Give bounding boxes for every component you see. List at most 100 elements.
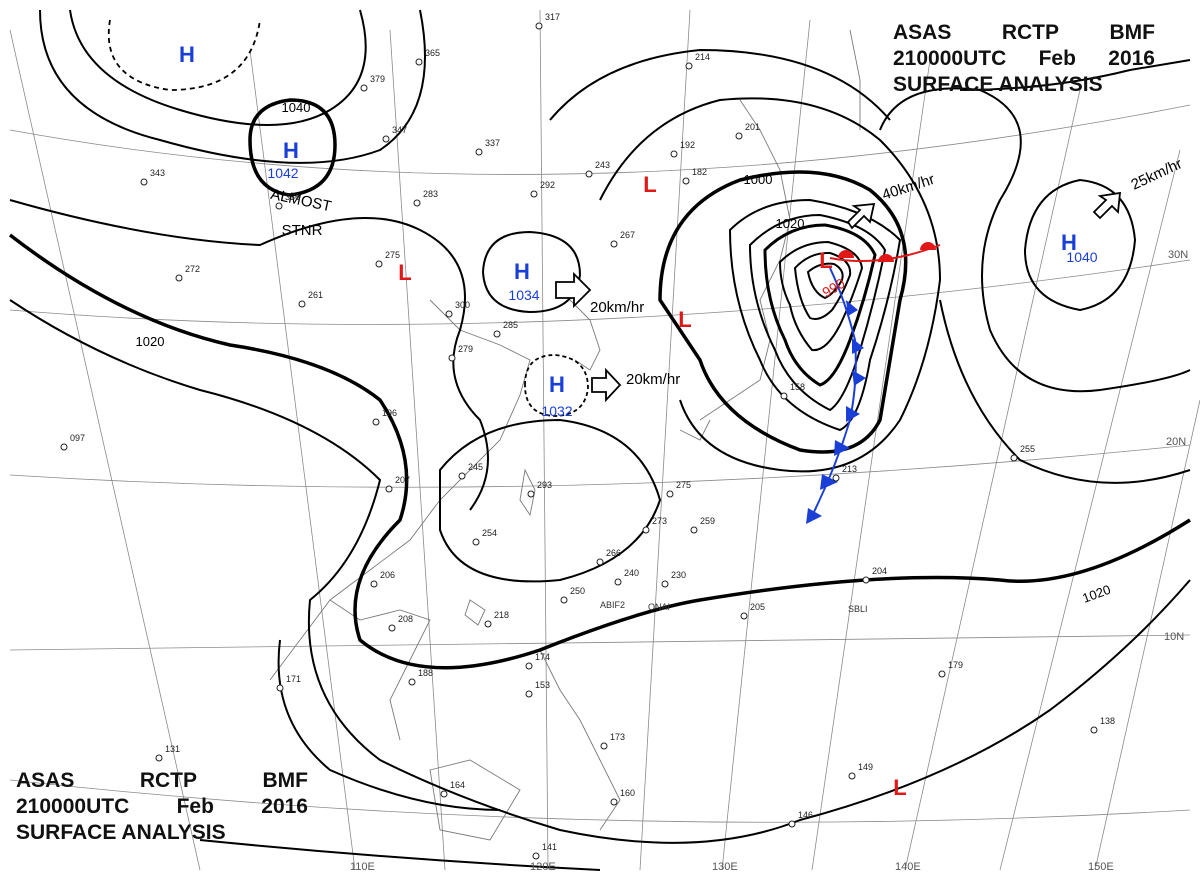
station-marker [832, 474, 840, 482]
header-year: 2016 [261, 795, 308, 818]
station-marker [535, 22, 543, 30]
cold-front-barb [834, 440, 850, 456]
header-station: RCTP [139, 769, 198, 792]
station-marker [440, 790, 448, 798]
coast-indochina [329, 599, 431, 741]
meridian-135e [811, 59, 931, 871]
low-pressure-symbol: L [643, 172, 656, 197]
station-pressure: 343 [150, 168, 165, 178]
cold-front-barb [846, 406, 860, 422]
motion-speed-label: 25km/hr [1129, 155, 1185, 193]
motion-arrows [555, 191, 1122, 403]
warm-front-scallop [920, 242, 936, 250]
header-title: SURFACE ANALYSIS [893, 73, 1103, 96]
station-pressure: 097 [70, 433, 85, 443]
station-plots [60, 22, 1098, 860]
coast-philippines [539, 649, 621, 831]
station-pressure: 182 [692, 167, 707, 177]
station-name: ABIF2 [600, 600, 625, 610]
latitude-label: 10N [1164, 631, 1184, 643]
isobar-low-5 [806, 262, 844, 300]
station-marker [155, 754, 163, 762]
cold-front-barb [846, 300, 858, 316]
longitude-label: 120E [530, 861, 556, 873]
longitude-label: 140E [895, 861, 921, 873]
station-pressure: 208 [398, 614, 413, 624]
station-pressure: 337 [485, 138, 500, 148]
station-marker [475, 148, 483, 156]
station-pressure: 250 [570, 586, 585, 596]
station-marker [527, 490, 535, 498]
station-pressure: 179 [948, 660, 963, 670]
high-pressure-symbol: H [179, 42, 195, 67]
station-marker [445, 310, 453, 318]
coast-japan [699, 99, 791, 421]
isobar-1034-ring [481, 230, 582, 314]
station-pressure: 243 [595, 160, 610, 170]
center-pressure-value: 1034 [508, 287, 539, 303]
isobar-west-2 [9, 299, 1191, 844]
station-marker [1010, 454, 1018, 462]
station-pressure: 317 [545, 12, 560, 22]
isobar-west-1 [9, 199, 489, 511]
center-pressure-value: 1042 [267, 165, 298, 181]
station-marker [530, 190, 538, 198]
station-marker [175, 274, 183, 282]
station-pressure: 272 [185, 264, 200, 274]
station-marker [275, 202, 283, 210]
center-pressure-value: 1040 [1066, 249, 1097, 265]
station-marker [448, 354, 456, 362]
header-top: ASAS RCTP BMF 210000UTC Feb 2016 SURFACE… [893, 20, 1155, 98]
header-month: Feb [1038, 47, 1076, 70]
station-pressure: 273 [652, 516, 667, 526]
station-pressure: 153 [535, 680, 550, 690]
station-name: ONAI [648, 602, 670, 612]
parallel-20n [9, 444, 1191, 488]
latitude-label: 30N [1168, 249, 1188, 261]
header-issuer: ASAS [16, 769, 75, 792]
longitude-label: 110E [350, 861, 375, 873]
station-pressure: 138 [1100, 716, 1115, 726]
station-pressure: 259 [700, 516, 715, 526]
station-marker [525, 690, 533, 698]
station-marker [1090, 726, 1098, 734]
coast-kyushu [679, 419, 711, 441]
meridian-110e [249, 49, 356, 871]
station-marker [600, 742, 608, 750]
station-marker [596, 558, 604, 566]
station-pressure: 146 [798, 810, 813, 820]
station-marker [690, 526, 698, 534]
station-name: SBLI [848, 604, 868, 614]
station-marker [298, 300, 306, 308]
station-marker [413, 199, 421, 207]
parallel-10n [9, 634, 1191, 651]
station-marker [370, 580, 378, 588]
longitude-label: 130E [712, 861, 738, 873]
station-pressure: 206 [380, 570, 395, 580]
high-pressure-symbol: H [549, 372, 565, 397]
station-marker [458, 472, 466, 480]
station-pressure: 292 [540, 180, 555, 190]
station-marker [360, 84, 368, 92]
station-marker [862, 576, 870, 584]
isobar-japan-1020 [658, 170, 908, 454]
station-pressure: 207 [395, 475, 410, 485]
cold-front-barb [852, 370, 866, 386]
meridian-130e [721, 19, 811, 871]
station-pressure: 230 [671, 570, 686, 580]
isobar-far-south [199, 839, 601, 871]
station-marker [375, 260, 383, 268]
low-pressure-symbol: L [819, 248, 832, 273]
station-marker [740, 612, 748, 620]
station-marker [685, 62, 693, 70]
station-marker [848, 772, 856, 780]
station-pressure: 267 [620, 230, 635, 240]
station-marker [788, 820, 796, 828]
station-pressure: 218 [494, 610, 509, 620]
isobar-label: 1040 [282, 100, 311, 115]
station-marker [415, 58, 423, 66]
motion-arrow-1034 [555, 271, 592, 309]
low-pressure-symbol: L [678, 307, 691, 332]
station-marker [372, 418, 380, 426]
station-marker [938, 670, 946, 678]
